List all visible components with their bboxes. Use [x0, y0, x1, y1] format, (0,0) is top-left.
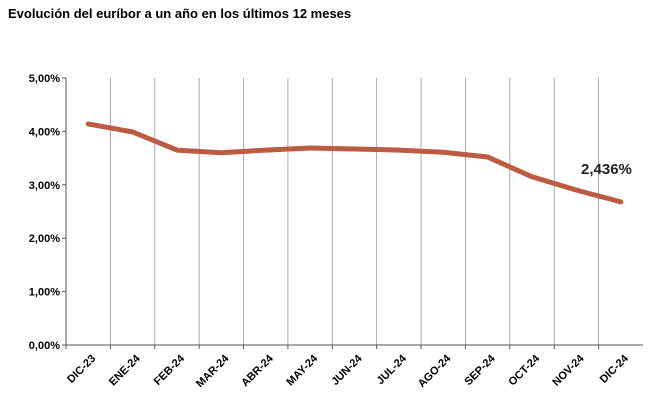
x-tick-label: ABR-24 — [239, 352, 276, 389]
x-tick-label: AGO-24 — [416, 352, 454, 390]
x-tick-label: SEP-24 — [462, 352, 498, 388]
y-tick-label: 4,00% — [29, 126, 60, 138]
y-tick-label: 0,00% — [29, 340, 60, 352]
x-tick-label: JUN-24 — [329, 352, 365, 388]
x-tick-label: DIC-23 — [65, 353, 98, 386]
x-tick-label: FEB-24 — [152, 352, 188, 388]
y-tick-label: 5,00% — [29, 73, 60, 85]
chart-title: Evolución del euríbor a un año en los úl… — [8, 6, 351, 21]
x-tick-label: JUL-24 — [375, 352, 410, 387]
x-tick-label: DIC-24 — [598, 352, 632, 386]
x-tick-label: MAY-24 — [284, 352, 320, 388]
y-tick-label: 3,00% — [29, 180, 60, 192]
x-tick-label: MAR-24 — [194, 352, 232, 390]
y-tick-label: 2,00% — [29, 233, 60, 245]
x-tick-label: NOV-24 — [550, 352, 587, 389]
x-tick-label: ENE-24 — [107, 352, 143, 388]
annotation: 2,436% — [581, 161, 632, 178]
line-series — [85, 121, 624, 205]
x-tick-label: OCT-24 — [506, 352, 542, 388]
y-tick-label: 1,00% — [29, 287, 60, 299]
